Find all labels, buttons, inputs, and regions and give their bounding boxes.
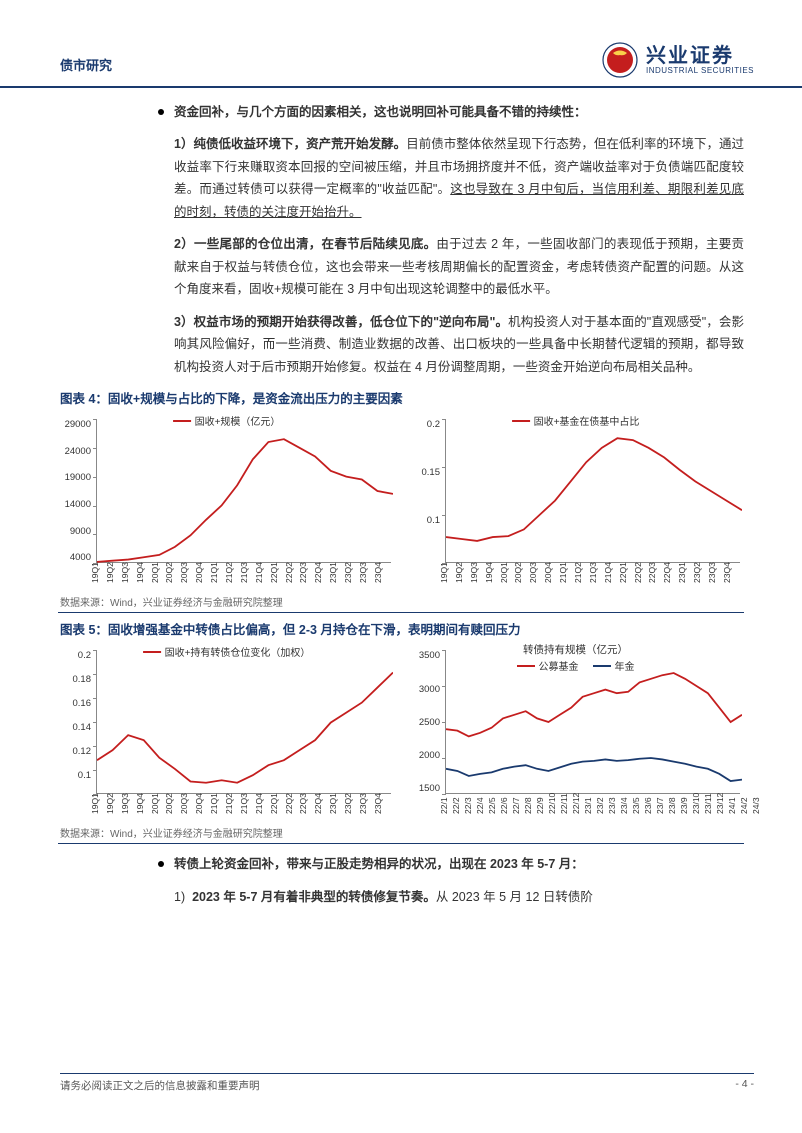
para-1: 1）纯债低收益环境下，资产荒开始发酵。目前债市整体依然呈现下行态势，但在低利率的… (174, 133, 744, 223)
bullet-icon (158, 109, 164, 115)
figure-5-source: 数据来源：Wind，兴业证券经济与金融研究院整理 (58, 822, 744, 844)
figure-5-charts: 0.20.180.160.140.120.1固收+持有转债仓位变化（加权）19Q… (58, 642, 744, 820)
page-header: 债市研究 兴业证券 INDUSTRIAL SECURITIES (0, 0, 802, 88)
logo-icon (602, 42, 638, 78)
main-content: 资金回补，与几个方面的因素相关，这也说明回补可能具备不错的持续性： 1）纯债低收… (0, 88, 802, 908)
chart-4b: 0.20.150.1固收+基金在债基中占比19Q119Q219Q319Q420Q… (407, 411, 744, 589)
figure-4-title: 图表 4：固收+规模与占比的下降，是资金流出压力的主要因素 (58, 388, 744, 407)
figure-4-charts: 2900024000190001400090004000固收+规模（亿元）19Q… (58, 411, 744, 589)
bullet-2: 转债上轮资金回补，带来与正股走势相异的状况，出现在 2023 年 5-7 月： (158, 854, 744, 875)
figure-4-source: 数据来源：Wind，兴业证券经济与金融研究院整理 (58, 591, 744, 613)
logo-text-cn: 兴业证券 (646, 46, 734, 66)
footer-page-number: - 4 - (735, 1078, 754, 1093)
bullet-icon (158, 861, 164, 867)
chart-5b: 35003000250020001500转债持有规模（亿元）公募基金年金22/1… (407, 642, 744, 820)
figure-5-title: 图表 5：固收增强基金中转债占比偏高，但 2-3 月持仓在下滑，表明期间有赎回压… (58, 619, 744, 638)
para-4: 1) 2023 年 5-7 月有着非典型的转债修复节奏。从 2023 年 5 月… (174, 886, 744, 909)
chart-5a: 0.20.180.160.140.120.1固收+持有转债仓位变化（加权）19Q… (58, 642, 395, 820)
logo: 兴业证券 INDUSTRIAL SECURITIES (602, 42, 754, 78)
logo-text-en: INDUSTRIAL SECURITIES (646, 66, 754, 75)
footer-disclaimer: 请务必阅读正文之后的信息披露和重要声明 (60, 1078, 260, 1093)
chart-4a: 2900024000190001400090004000固收+规模（亿元）19Q… (58, 411, 395, 589)
bullet-1: 资金回补，与几个方面的因素相关，这也说明回补可能具备不错的持续性： (158, 102, 744, 123)
para-3: 3）权益市场的预期开始获得改善，低仓位下的"逆向布局"。机构投资人对于基本面的"… (174, 311, 744, 379)
page-footer: 请务必阅读正文之后的信息披露和重要声明 - 4 - (60, 1073, 754, 1093)
header-category: 债市研究 (60, 55, 112, 78)
para-2: 2）一些尾部的仓位出清，在春节后陆续见底。由于过去 2 年，一些固收部门的表现低… (174, 233, 744, 301)
